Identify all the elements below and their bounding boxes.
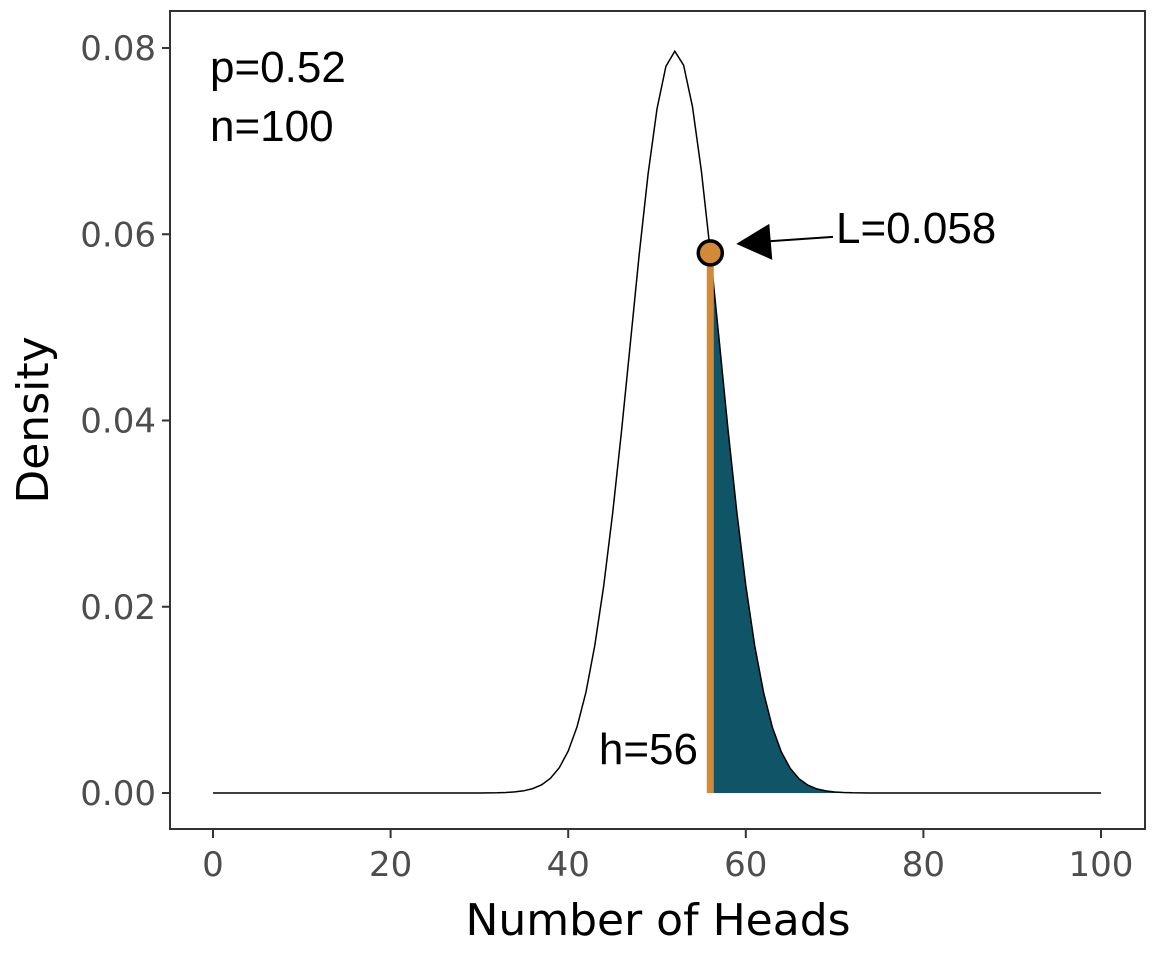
likelihood-label: L=0.058: [836, 204, 996, 253]
y-tick-label: 0.06: [80, 215, 156, 255]
annotation-arrow-head: [736, 223, 773, 260]
x-tick-label: 60: [724, 845, 767, 885]
y-tick-label: 0.04: [80, 402, 156, 442]
y-tick-label: 0.00: [80, 774, 156, 814]
n-label: n=100: [210, 102, 334, 151]
plot-panel: [169, 10, 1146, 830]
x-tick-label: 100: [1069, 845, 1134, 885]
x-tick-label: 0: [202, 845, 224, 885]
shaded-tail-area: [710, 251, 1101, 793]
x-tick-label: 80: [902, 845, 945, 885]
density-curve: [213, 49, 1101, 794]
h-label: h=56: [599, 725, 698, 774]
x-axis-title: Number of Heads: [465, 895, 850, 946]
y-tick-label: 0.08: [80, 29, 156, 69]
x-tick-label: 40: [547, 845, 590, 885]
y-tick-label: 0.02: [80, 588, 156, 628]
likelihood-point: [696, 239, 725, 267]
annotation-arrow-line: [759, 235, 834, 243]
p-label: p=0.52: [210, 43, 346, 92]
x-tick-label: 20: [369, 845, 412, 885]
y-axis-title: Density: [8, 336, 59, 503]
